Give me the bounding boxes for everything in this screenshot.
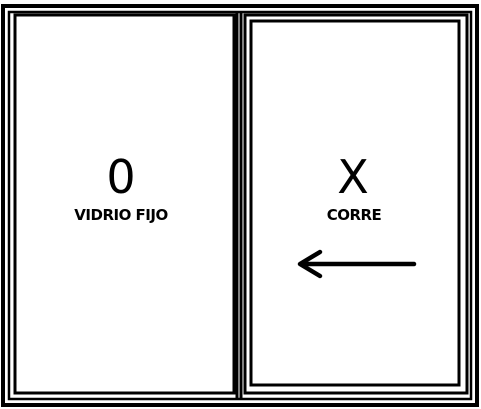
sliding-panel-symbol: X xyxy=(337,150,369,204)
arrow-left-icon xyxy=(297,249,417,279)
sliding-panel-inner-line xyxy=(249,19,461,387)
outer-frame-outer-line xyxy=(1,4,479,407)
sliding-panel-outer-line xyxy=(243,13,469,395)
sliding-panel-label: CORRE xyxy=(327,206,382,224)
sliding-panel: X CORRE xyxy=(243,13,469,395)
fixed-panel-outline xyxy=(13,13,236,395)
fixed-panel-label: VIDRIO FIJO xyxy=(74,206,167,224)
fixed-panel-symbol: 0 xyxy=(106,150,135,204)
fixed-glass-panel: 0 VIDRIO FIJO xyxy=(13,13,236,395)
